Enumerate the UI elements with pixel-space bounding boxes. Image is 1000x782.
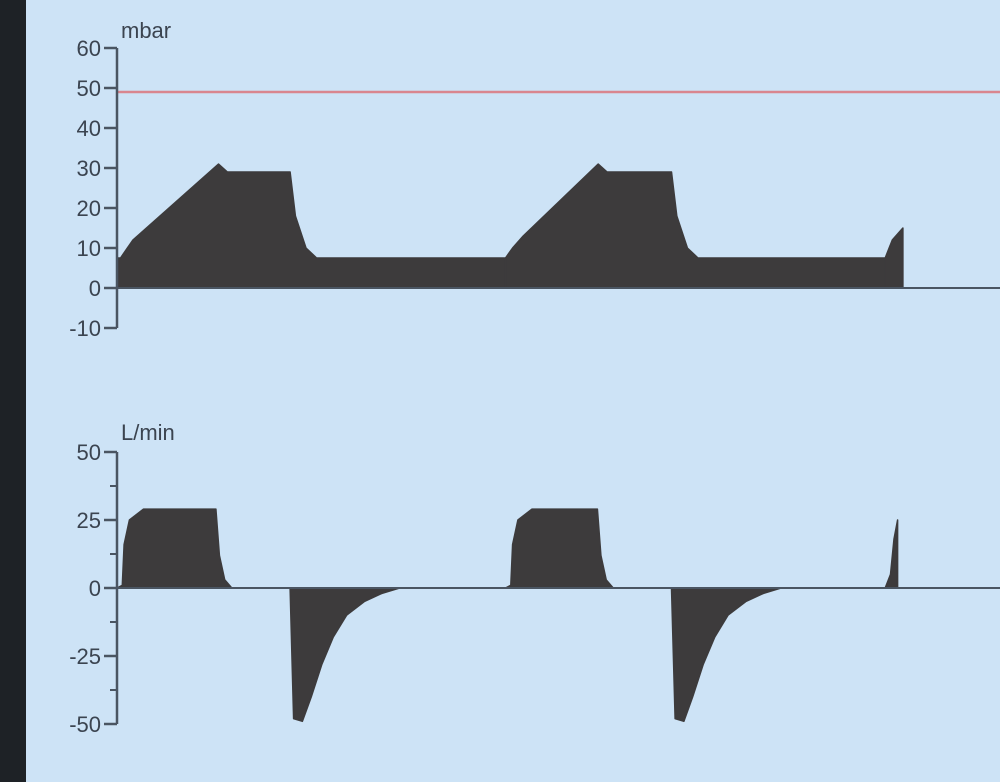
flow-waveform-segment-4 (670, 587, 782, 723)
pressure-y-tick-label-0: 60 (77, 36, 101, 61)
pressure-y-tick-label-6: 0 (89, 276, 101, 301)
flow-y-tick-label-3: -25 (69, 644, 101, 669)
left-frame-border (0, 0, 26, 782)
pressure-unit-label: mbar (121, 18, 171, 43)
flow-waveform-segment-2 (289, 587, 401, 723)
pressure-y-tick-label-7: -10 (69, 316, 101, 341)
pressure-y-tick-label-2: 40 (77, 116, 101, 141)
flow-waveform-segment-1 (116, 508, 233, 589)
pressure-waveform-segment-2 (504, 163, 886, 289)
panel-background (26, 0, 1000, 782)
pressure-y-tick-label-3: 30 (77, 156, 101, 181)
pressure-y-tick-label-4: 20 (77, 196, 101, 221)
flow-waveform-segment-3 (504, 508, 614, 589)
pressure-y-tick-label-5: 10 (77, 236, 101, 261)
flow-chart: 50 25 0 -25 -50 L/min (69, 420, 1000, 737)
flow-y-tick-label-4: -50 (69, 712, 101, 737)
flow-y-tick-label-1: 25 (77, 508, 101, 533)
pressure-y-tick-label-1: 50 (77, 76, 101, 101)
pressure-chart: 60 50 40 30 20 10 0 -10 mbar (69, 18, 1000, 341)
flow-y-tick-label-0: 50 (77, 440, 101, 465)
flow-unit-label: L/min (121, 420, 175, 445)
pressure-waveform-segment-1 (116, 163, 507, 289)
flow-y-tick-label-2: 0 (89, 576, 101, 601)
